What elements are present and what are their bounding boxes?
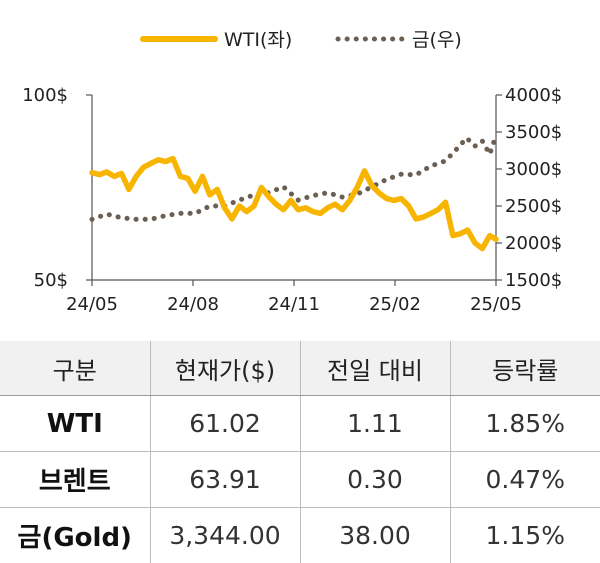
left-axis-ticks: 100$ 50$ — [22, 85, 92, 291]
price-chart: WTI(좌) 금(우) 100$ 50$ 4000$ 3500$ 3000$ 2500$… — [0, 0, 600, 335]
x-tick-label: 24/08 — [167, 294, 219, 315]
table-row: WTI 61.02 1.11 1.85% — [0, 396, 600, 452]
left-tick-label: 50$ — [34, 270, 68, 291]
change-rate-value: 0.47% — [450, 452, 600, 508]
x-tick-label: 24/11 — [268, 294, 320, 315]
right-tick-label: 4000$ — [505, 85, 562, 106]
table-row: 금(Gold) 3,344.00 38.00 1.15% — [0, 508, 600, 563]
legend-label-wti: WTI(좌) — [224, 29, 292, 51]
legend: WTI(좌) 금(우) — [143, 29, 462, 51]
row-label: 금(Gold) — [0, 508, 150, 563]
wti-price-line — [92, 159, 496, 249]
legend-label-gold: 금(우) — [412, 29, 462, 51]
header-category: 구분 — [0, 341, 150, 396]
header-daily-change: 전일 대비 — [300, 341, 450, 396]
current-price-value: 61.02 — [150, 396, 300, 452]
daily-change-value: 0.30 — [300, 452, 450, 508]
daily-change-value: 1.11 — [300, 396, 450, 452]
right-tick-label: 3500$ — [505, 122, 562, 143]
header-current-price: 현재가($) — [150, 341, 300, 396]
table-header-row: 구분 현재가($) 전일 대비 등락률 — [0, 341, 600, 396]
x-tick-label: 25/02 — [369, 294, 421, 315]
x-axis-ticks: 24/05 24/08 24/11 25/02 25/05 — [66, 280, 522, 315]
right-tick-label: 2000$ — [505, 233, 562, 254]
header-change-rate: 등락률 — [450, 341, 600, 396]
x-tick-label: 25/05 — [470, 294, 522, 315]
row-label: 브렌트 — [0, 452, 150, 508]
daily-change-value: 38.00 — [300, 508, 450, 563]
series-layer — [92, 136, 496, 249]
table-row: 브렌트 63.91 0.30 0.47% — [0, 452, 600, 508]
right-tick-label: 2500$ — [505, 196, 562, 217]
right-axis-ticks: 4000$ 3500$ 3000$ 2500$ 2000$ 1500$ — [496, 85, 562, 291]
price-summary-table: 구분 현재가($) 전일 대비 등락률 WTI 61.02 1.11 1.85%… — [0, 341, 600, 563]
x-tick-label: 24/05 — [66, 294, 118, 315]
current-price-value: 3,344.00 — [150, 508, 300, 563]
change-rate-value: 1.15% — [450, 508, 600, 563]
change-rate-value: 1.85% — [450, 396, 600, 452]
right-tick-label: 3000$ — [505, 159, 562, 180]
right-tick-label: 1500$ — [505, 270, 562, 291]
row-label: WTI — [0, 396, 150, 452]
current-price-value: 63.91 — [150, 452, 300, 508]
left-tick-label: 100$ — [22, 85, 68, 106]
